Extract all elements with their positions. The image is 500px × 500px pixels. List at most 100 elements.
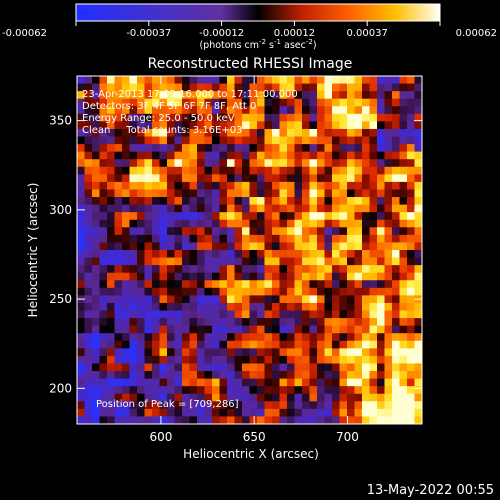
x-tick-label: 700 xyxy=(336,430,359,444)
heatmap-cell xyxy=(137,106,146,115)
heatmap-cell xyxy=(384,144,393,153)
heatmap-cell xyxy=(122,166,131,175)
heatmap-cell xyxy=(174,302,183,312)
heatmap-cell xyxy=(77,166,86,175)
heatmap-cell xyxy=(174,386,183,395)
heatmap-cell xyxy=(294,174,303,183)
heatmap-cell xyxy=(294,393,303,402)
heatmap-cell xyxy=(152,144,161,153)
heatmap-cell xyxy=(332,408,341,418)
heatmap-cell xyxy=(309,197,318,206)
heatmap-cell xyxy=(99,393,108,402)
heatmap-cell xyxy=(249,416,258,424)
heatmap-cell xyxy=(84,128,93,138)
heatmap-cell xyxy=(354,136,363,145)
heatmap-cell xyxy=(242,371,251,380)
heatmap-cell xyxy=(107,287,116,296)
heatmap-cell xyxy=(257,189,266,198)
heatmap-cell xyxy=(309,287,318,296)
heatmap-cell xyxy=(339,416,348,424)
heatmap-cell xyxy=(272,174,281,183)
heatmap-cell xyxy=(227,250,236,259)
heatmap-cell xyxy=(317,204,326,213)
heatmap-cell xyxy=(219,310,228,319)
heatmap-cell xyxy=(159,197,168,206)
heatmap-cell xyxy=(137,234,146,244)
heatmap-cell xyxy=(272,325,281,334)
heatmap-cell xyxy=(189,189,198,198)
heatmap-cell xyxy=(347,83,356,92)
heatmap-cell xyxy=(242,128,251,138)
heatmap-cell xyxy=(77,189,86,198)
heatmap-cell xyxy=(287,121,296,130)
heatmap-cell xyxy=(294,302,303,312)
colorbar-tick-label: -0.00012 xyxy=(199,28,244,39)
heatmap-cell xyxy=(369,106,378,115)
heatmap-cell xyxy=(227,310,236,319)
heatmap-cell xyxy=(332,310,341,319)
heatmap-cell xyxy=(77,144,86,153)
heatmap-cell xyxy=(332,355,341,365)
heatmap-cell xyxy=(407,128,416,138)
heatmap-cell xyxy=(159,250,168,259)
heatmap-cell xyxy=(302,302,311,312)
heatmap-cell xyxy=(324,310,333,319)
heatmap-cell xyxy=(407,250,416,259)
heatmap-cell xyxy=(174,250,183,259)
heatmap-cell xyxy=(144,242,153,251)
heatmap-cell xyxy=(129,416,138,424)
heatmap-cell xyxy=(77,136,86,145)
heatmap-cell xyxy=(384,363,393,372)
heatmap-cell xyxy=(99,212,108,221)
heatmap-cell xyxy=(309,318,318,327)
heatmap-cell xyxy=(234,318,243,327)
heatmap-cell xyxy=(242,333,251,342)
heatmap-cell xyxy=(384,136,393,145)
heatmap-cell xyxy=(92,355,101,365)
heatmap-cell xyxy=(369,401,378,410)
heatmap-cell xyxy=(92,295,101,304)
heatmap-cell xyxy=(309,106,318,115)
heatmap-cell xyxy=(167,83,176,92)
heatmap-cell xyxy=(294,340,303,349)
heatmap-cell xyxy=(347,121,356,130)
heatmap-cell xyxy=(392,159,401,168)
heatmap-cell xyxy=(384,76,393,85)
heatmap-cell xyxy=(272,355,281,365)
heatmap-cell xyxy=(294,121,303,130)
heatmap-cell xyxy=(392,416,401,424)
heatmap-cell xyxy=(332,227,341,236)
heatmap-cell xyxy=(257,113,266,122)
heatmap-cell xyxy=(144,219,153,228)
heatmap-cell xyxy=(414,189,422,198)
heatmap-cell xyxy=(84,159,93,168)
heatmap-cell xyxy=(257,401,266,410)
heatmap-cell xyxy=(122,98,131,107)
heatmap-cell xyxy=(197,212,206,221)
heatmap-cell xyxy=(204,227,213,236)
heatmap-cell xyxy=(219,106,228,115)
heatmap-cell xyxy=(234,113,243,122)
heatmap-cell xyxy=(137,378,146,387)
heatmap-cell xyxy=(287,348,296,357)
heatmap-cell xyxy=(227,302,236,312)
heatmap-cell xyxy=(362,333,371,342)
heatmap-cell xyxy=(182,234,191,244)
heatmap-cell xyxy=(114,136,123,145)
heatmap-cell xyxy=(152,348,161,357)
heatmap-cell xyxy=(392,113,401,122)
heatmap-cell xyxy=(122,348,131,357)
heatmap-cell xyxy=(317,227,326,236)
heatmap-cell xyxy=(369,333,378,342)
heatmap-cell xyxy=(369,363,378,372)
heatmap-cell xyxy=(339,219,348,228)
heatmap-cell xyxy=(302,113,311,122)
heatmap-cell xyxy=(287,204,296,213)
heatmap-cell xyxy=(264,219,273,228)
heatmap-cell xyxy=(219,181,228,191)
heatmap-cell xyxy=(377,257,386,266)
heatmap-cell xyxy=(182,393,191,402)
heatmap-cell xyxy=(264,355,273,365)
heatmap-cell xyxy=(339,340,348,349)
heatmap-cell xyxy=(84,355,93,365)
